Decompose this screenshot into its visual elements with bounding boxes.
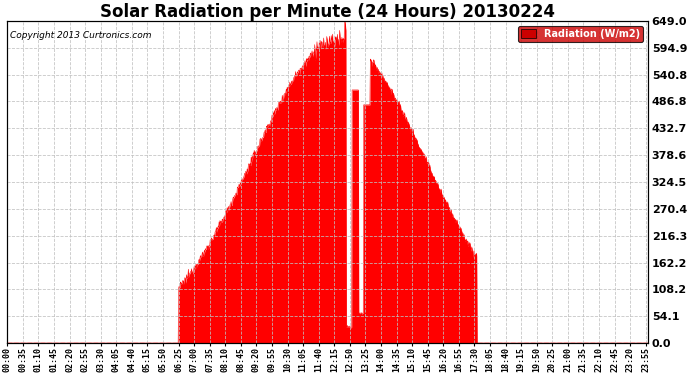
Legend: Radiation (W/m2): Radiation (W/m2) [518,26,642,42]
Title: Solar Radiation per Minute (24 Hours) 20130224: Solar Radiation per Minute (24 Hours) 20… [100,3,555,21]
Text: Copyright 2013 Curtronics.com: Copyright 2013 Curtronics.com [10,31,152,40]
